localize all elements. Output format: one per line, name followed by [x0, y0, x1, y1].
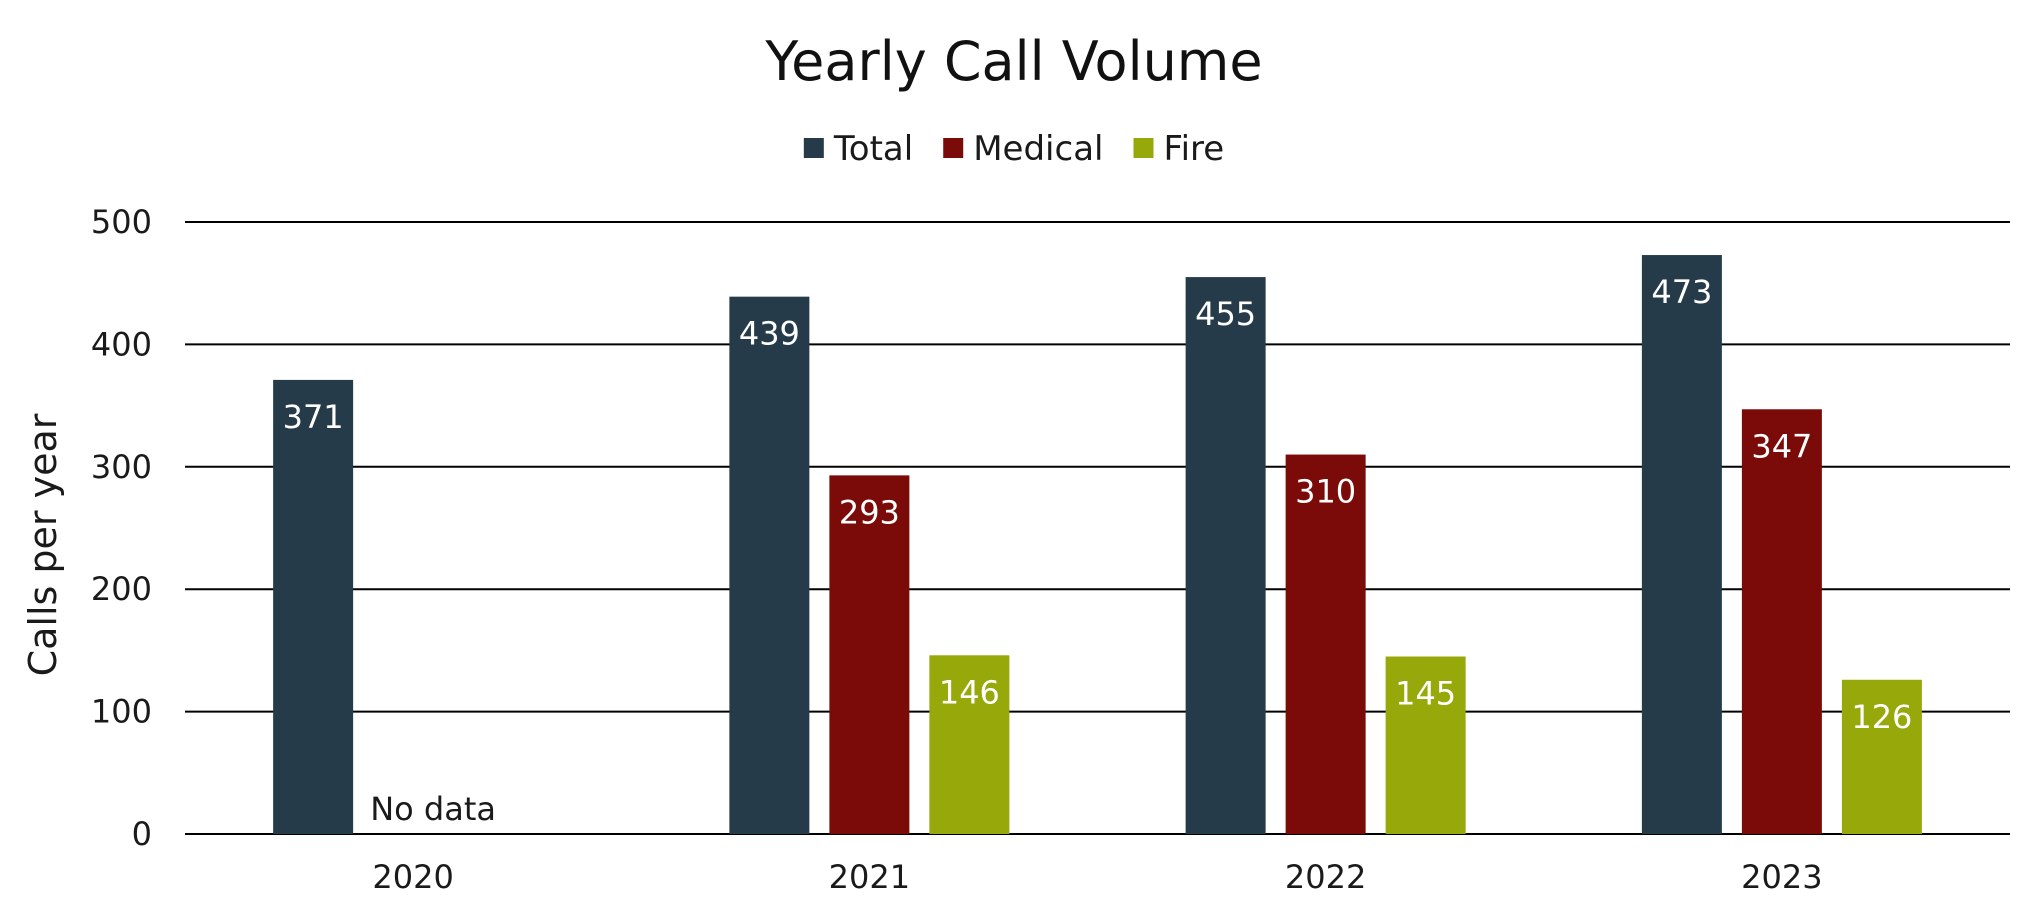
data-label: 473 — [1651, 273, 1712, 311]
bar-medical-2021 — [829, 475, 910, 834]
chart-title: Yearly Call Volume — [764, 30, 1262, 93]
bar-fire-2021 — [929, 655, 1010, 834]
data-label: 347 — [1751, 427, 1812, 465]
y-tick-label: 400 — [91, 325, 152, 363]
x-tick-label: 2020 — [372, 858, 453, 896]
gridlines — [185, 221, 2010, 835]
x-tick-label: 2022 — [1285, 858, 1366, 896]
bar-total-2020 — [273, 379, 354, 834]
y-tick-label: 300 — [91, 448, 152, 486]
data-label: 455 — [1195, 295, 1256, 333]
x-tick-label: 2021 — [829, 858, 910, 896]
y-tick-label: 0 — [132, 815, 152, 853]
bar-total-2022 — [1185, 277, 1266, 835]
legend: Total Medical Fire — [803, 129, 1224, 169]
annotations: No data — [370, 790, 496, 828]
data-label: 293 — [839, 493, 900, 531]
y-tick-label: 500 — [91, 203, 152, 241]
bar-total-2021 — [729, 296, 810, 834]
y-axis-ticks: 0 100 200 300 400 500 — [91, 203, 152, 853]
legend-label-medical: Medical — [973, 129, 1103, 169]
y-axis-label: Calls per year — [21, 413, 65, 676]
y-tick-label: 100 — [91, 693, 152, 731]
bar-fire-2023 — [1841, 679, 1922, 834]
no-data-annotation: No data — [370, 790, 496, 828]
data-label: 310 — [1295, 473, 1356, 511]
legend-swatch-medical — [943, 138, 964, 158]
bar-fire-2022 — [1385, 656, 1466, 834]
y-tick-label: 200 — [91, 570, 152, 608]
data-label: 145 — [1395, 675, 1456, 713]
bars — [273, 255, 1922, 835]
legend-label-fire: Fire — [1163, 129, 1224, 169]
data-label: 146 — [939, 673, 1000, 711]
data-label: 371 — [283, 398, 344, 436]
data-label: 126 — [1851, 698, 1912, 736]
bar-medical-2022 — [1285, 454, 1366, 834]
legend-swatch-fire — [1133, 138, 1154, 158]
data-label: 439 — [739, 315, 800, 353]
data-labels: 371 439 293 146 455 310 145 473 347 126 — [283, 273, 1913, 736]
bar-total-2023 — [1641, 255, 1722, 835]
bar-medical-2023 — [1741, 409, 1822, 834]
x-tick-label: 2023 — [1741, 858, 1822, 896]
legend-swatch-total — [803, 138, 824, 158]
legend-label-total: Total — [833, 129, 913, 169]
x-axis-ticks: 2020 2021 2022 2023 — [372, 858, 1822, 896]
